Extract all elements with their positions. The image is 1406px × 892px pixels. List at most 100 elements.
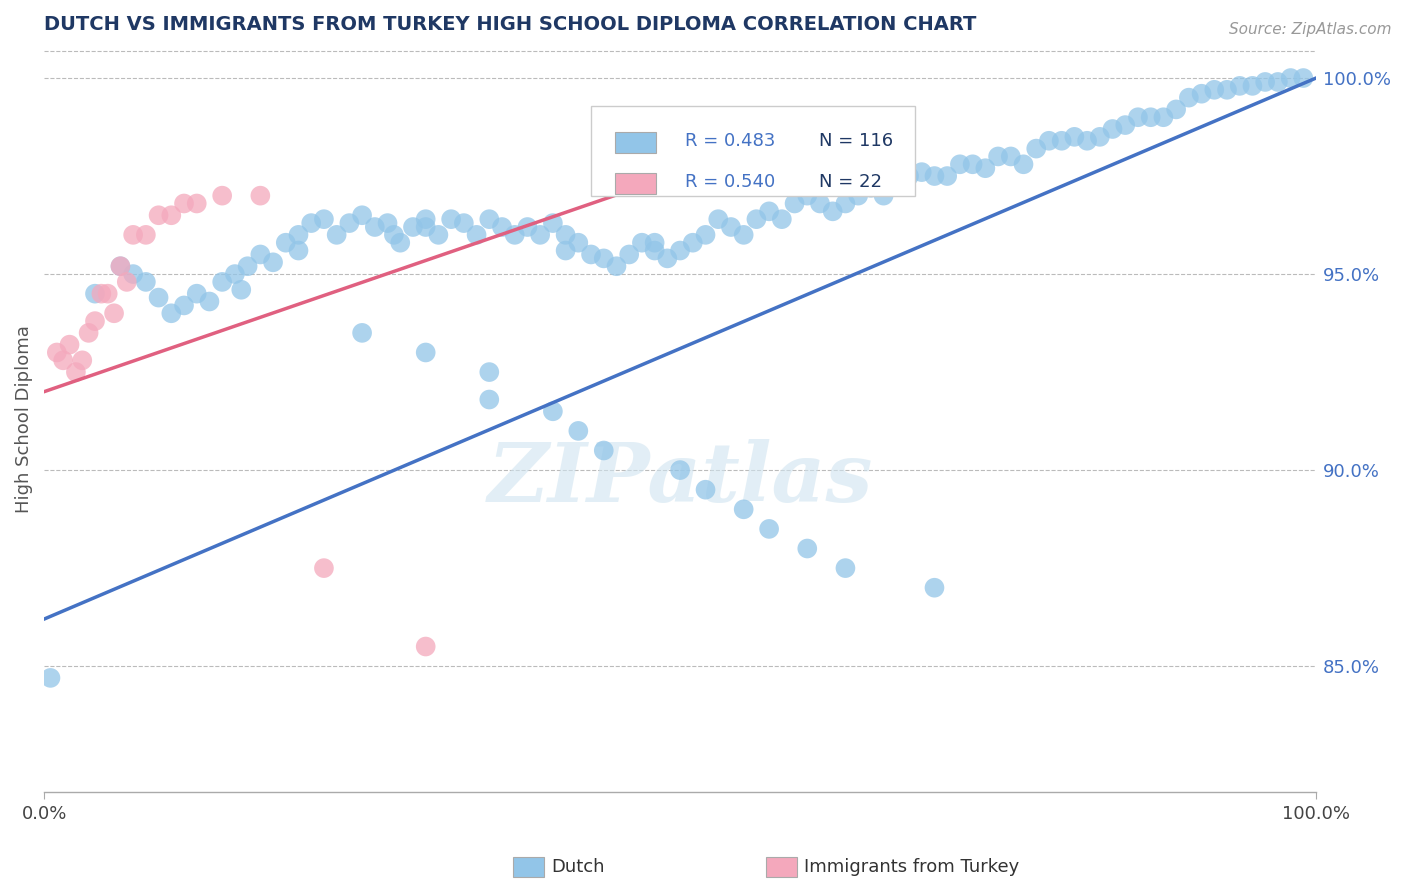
Point <box>382 227 405 242</box>
Point <box>415 220 437 235</box>
Point <box>478 365 501 379</box>
Point <box>160 208 183 222</box>
Point <box>1166 103 1188 117</box>
Point <box>987 149 1010 163</box>
Point <box>287 227 309 242</box>
Text: N = 22: N = 22 <box>818 173 882 191</box>
Point <box>579 247 602 261</box>
Point <box>211 188 233 202</box>
Point <box>325 227 347 242</box>
Point <box>249 188 271 202</box>
Point <box>427 227 450 242</box>
Point <box>1267 75 1289 89</box>
Point <box>249 247 271 261</box>
Point <box>1152 110 1174 124</box>
Point <box>1139 110 1161 124</box>
Point <box>103 306 125 320</box>
Point <box>173 298 195 312</box>
Point <box>415 345 437 359</box>
Point <box>567 424 589 438</box>
Point <box>1050 134 1073 148</box>
Point <box>1191 87 1213 101</box>
Point <box>364 220 387 235</box>
FancyBboxPatch shape <box>616 173 657 194</box>
Point <box>821 204 844 219</box>
Point <box>198 294 221 309</box>
Point <box>733 227 755 242</box>
Point <box>1241 78 1264 93</box>
FancyBboxPatch shape <box>616 132 657 153</box>
Point <box>770 212 793 227</box>
Point <box>911 165 934 179</box>
Point <box>834 561 856 575</box>
Point <box>796 541 818 556</box>
Point <box>415 212 437 227</box>
Point <box>936 169 959 183</box>
Point <box>491 220 513 235</box>
Point <box>541 216 564 230</box>
Point <box>695 227 717 242</box>
Point <box>1076 134 1098 148</box>
Point <box>39 671 62 685</box>
Point <box>846 188 869 202</box>
Point <box>262 255 284 269</box>
Point <box>389 235 412 250</box>
Point <box>110 259 132 273</box>
Point <box>872 188 894 202</box>
Point <box>440 212 463 227</box>
Point <box>115 275 138 289</box>
Point <box>554 227 576 242</box>
Point <box>758 204 780 219</box>
Point <box>110 259 132 273</box>
Point <box>453 216 475 230</box>
Text: Source: ZipAtlas.com: Source: ZipAtlas.com <box>1229 22 1392 37</box>
Point <box>1012 157 1035 171</box>
Point <box>415 640 437 654</box>
Point <box>733 502 755 516</box>
Point <box>148 291 170 305</box>
Text: R = 0.540: R = 0.540 <box>685 173 776 191</box>
Point <box>592 443 614 458</box>
Point <box>859 181 882 195</box>
Point <box>478 392 501 407</box>
Point <box>84 314 107 328</box>
Y-axis label: High School Diploma: High School Diploma <box>15 326 32 513</box>
Point <box>186 286 208 301</box>
Point <box>1063 129 1085 144</box>
Point <box>1025 142 1047 156</box>
Point <box>352 208 374 222</box>
Point <box>231 283 253 297</box>
Point <box>352 326 374 340</box>
FancyBboxPatch shape <box>591 106 915 195</box>
Point <box>669 244 692 258</box>
Point <box>1000 149 1022 163</box>
Point <box>211 275 233 289</box>
Point <box>783 196 806 211</box>
Point <box>949 157 972 171</box>
Point <box>1101 122 1123 136</box>
Point <box>644 235 666 250</box>
Point <box>884 169 907 183</box>
Point <box>745 212 768 227</box>
Point <box>1178 90 1201 104</box>
Text: DUTCH VS IMMIGRANTS FROM TURKEY HIGH SCHOOL DIPLOMA CORRELATION CHART: DUTCH VS IMMIGRANTS FROM TURKEY HIGH SCH… <box>44 15 977 34</box>
Point <box>465 227 488 242</box>
Point <box>924 169 946 183</box>
Point <box>377 216 399 230</box>
Point <box>148 208 170 222</box>
Point <box>1114 118 1136 132</box>
Point <box>312 212 335 227</box>
Point <box>1038 134 1060 148</box>
Point <box>135 227 157 242</box>
Point <box>516 220 538 235</box>
Point <box>1088 129 1111 144</box>
Point <box>592 252 614 266</box>
Point <box>122 267 145 281</box>
Point <box>65 365 87 379</box>
Point <box>758 522 780 536</box>
Point <box>707 212 730 227</box>
Text: N = 116: N = 116 <box>818 132 893 150</box>
Point <box>605 259 627 273</box>
Point <box>97 286 120 301</box>
Point <box>45 345 67 359</box>
